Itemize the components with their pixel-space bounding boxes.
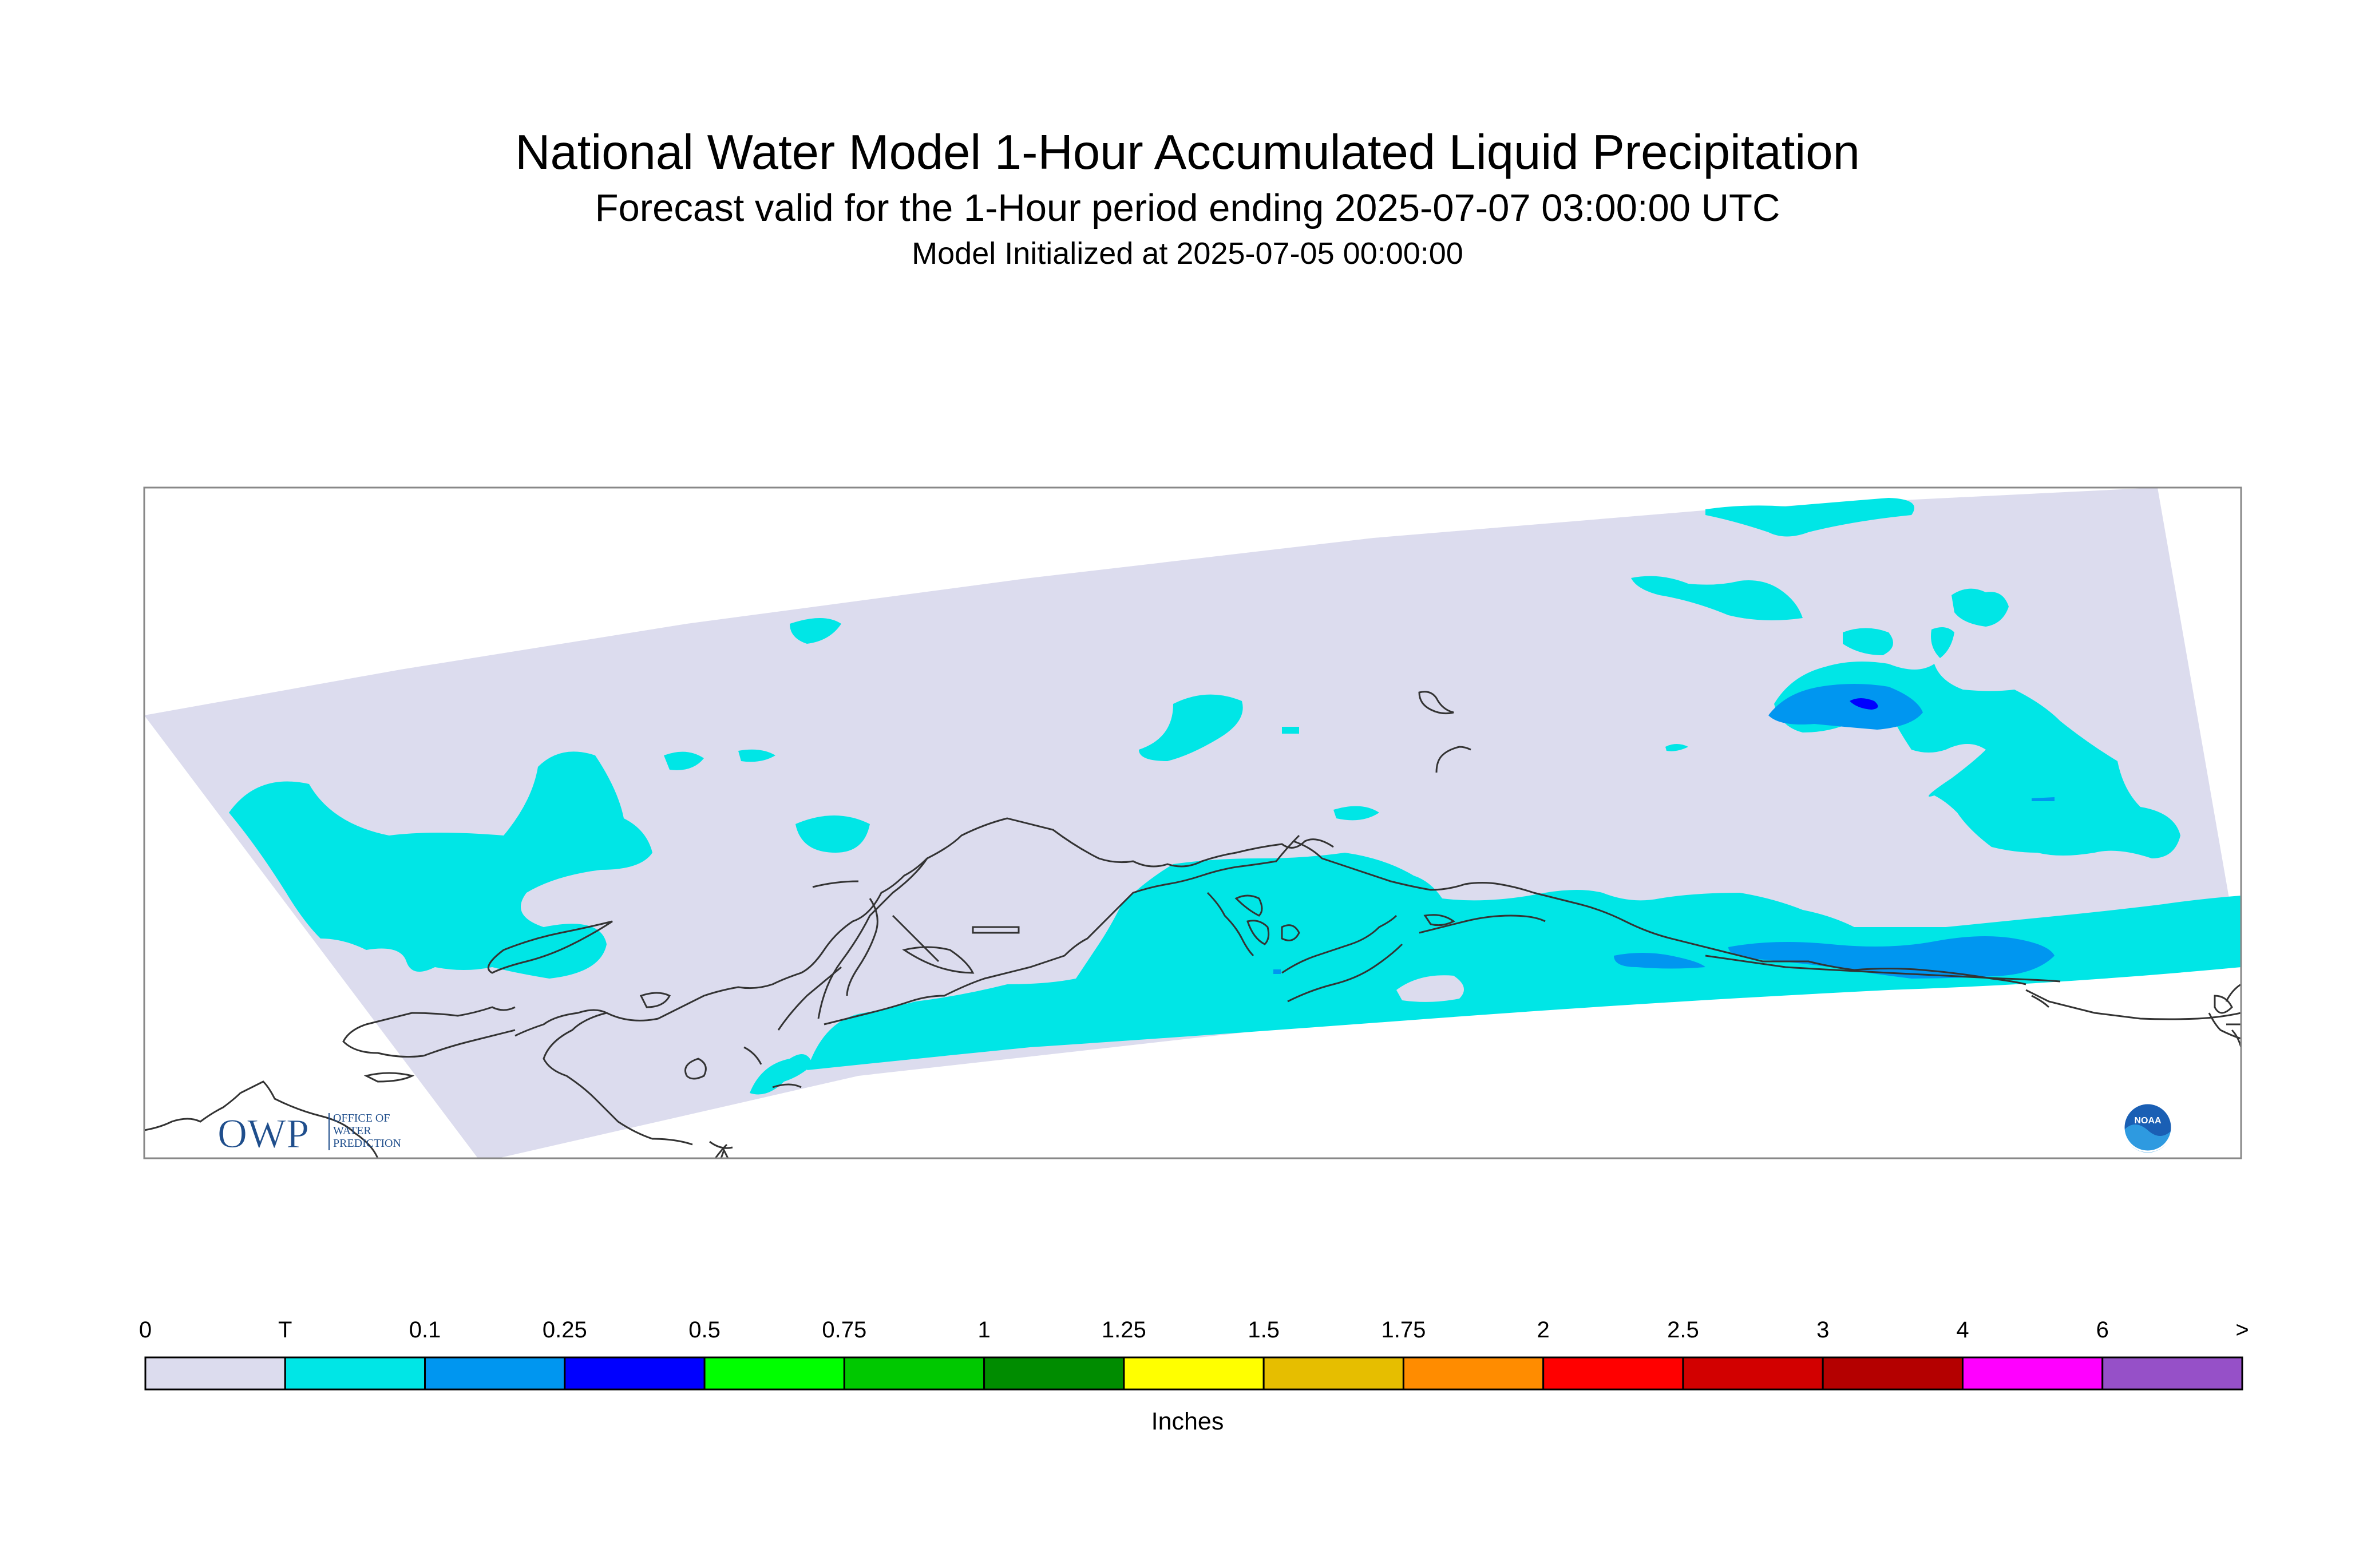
legend-label: 0.25 [542,1317,587,1343]
legend-swatch [144,1356,286,1391]
legend-swatch [284,1356,426,1391]
legend-label: 1.25 [1101,1317,1146,1343]
map-title: National Water Model 1-Hour Accumulated … [515,125,1860,180]
legend-swatch [564,1356,706,1391]
heavy-precip-core [1850,698,1878,710]
legend-label: 0.1 [409,1317,441,1343]
legend-swatch [2101,1356,2243,1391]
legend-label: T [278,1317,292,1343]
legend-swatch [1262,1356,1404,1391]
map-frame [143,486,2242,1159]
legend-label: 3 [1816,1317,1830,1343]
border-line [1705,955,2061,983]
coastlines [144,691,2241,1158]
legend-swatch [983,1356,1125,1391]
legend-label: 6 [2096,1317,2109,1343]
model-domain [144,488,2241,1158]
legend-swatch [1682,1356,1824,1391]
legend-swatch [843,1356,985,1391]
legend-label: 1.75 [1381,1317,1426,1343]
init-time: Model Initialized at 2025-07-05 00:00:00 [912,236,1463,271]
legend-label: 0.75 [822,1317,867,1343]
light-precip [1273,684,2055,979]
legend-label: 2 [1537,1317,1550,1343]
legend-label: > [2235,1317,2249,1343]
legend-swatch [1961,1356,2104,1391]
owp-text-1: OFFICE OF [333,1112,390,1124]
legend-label: 1.5 [1248,1317,1280,1343]
owp-logo: OWP OFFICE OF WATER PREDICTION [217,1111,401,1157]
owp-letters: OWP [217,1111,309,1157]
noaa-label: NOAA [2134,1116,2162,1126]
legend-swatch [1402,1356,1545,1391]
legend-swatch [1542,1356,1684,1391]
legend-swatch [1822,1356,1964,1391]
legend-label: 0 [138,1317,152,1343]
legend-swatch [424,1356,566,1391]
legend-colorbar [144,1356,2243,1391]
legend-swatch [1123,1356,1265,1391]
legend-label: 2.5 [1667,1317,1699,1343]
owp-text-2: WATER [333,1124,371,1137]
dry-patch [1396,975,1464,1002]
legend-label: 0.5 [688,1317,721,1343]
legend-units: Inches [1151,1408,1224,1435]
noaa-logo: NOAA [2123,1102,2173,1153]
legend-label: 4 [1956,1317,1969,1343]
legend-swatch [703,1356,845,1391]
legend-label: 1 [977,1317,991,1343]
owp-text-3: PREDICTION [333,1137,401,1150]
map-subtitle: Forecast valid for the 1-Hour period end… [595,187,1780,229]
